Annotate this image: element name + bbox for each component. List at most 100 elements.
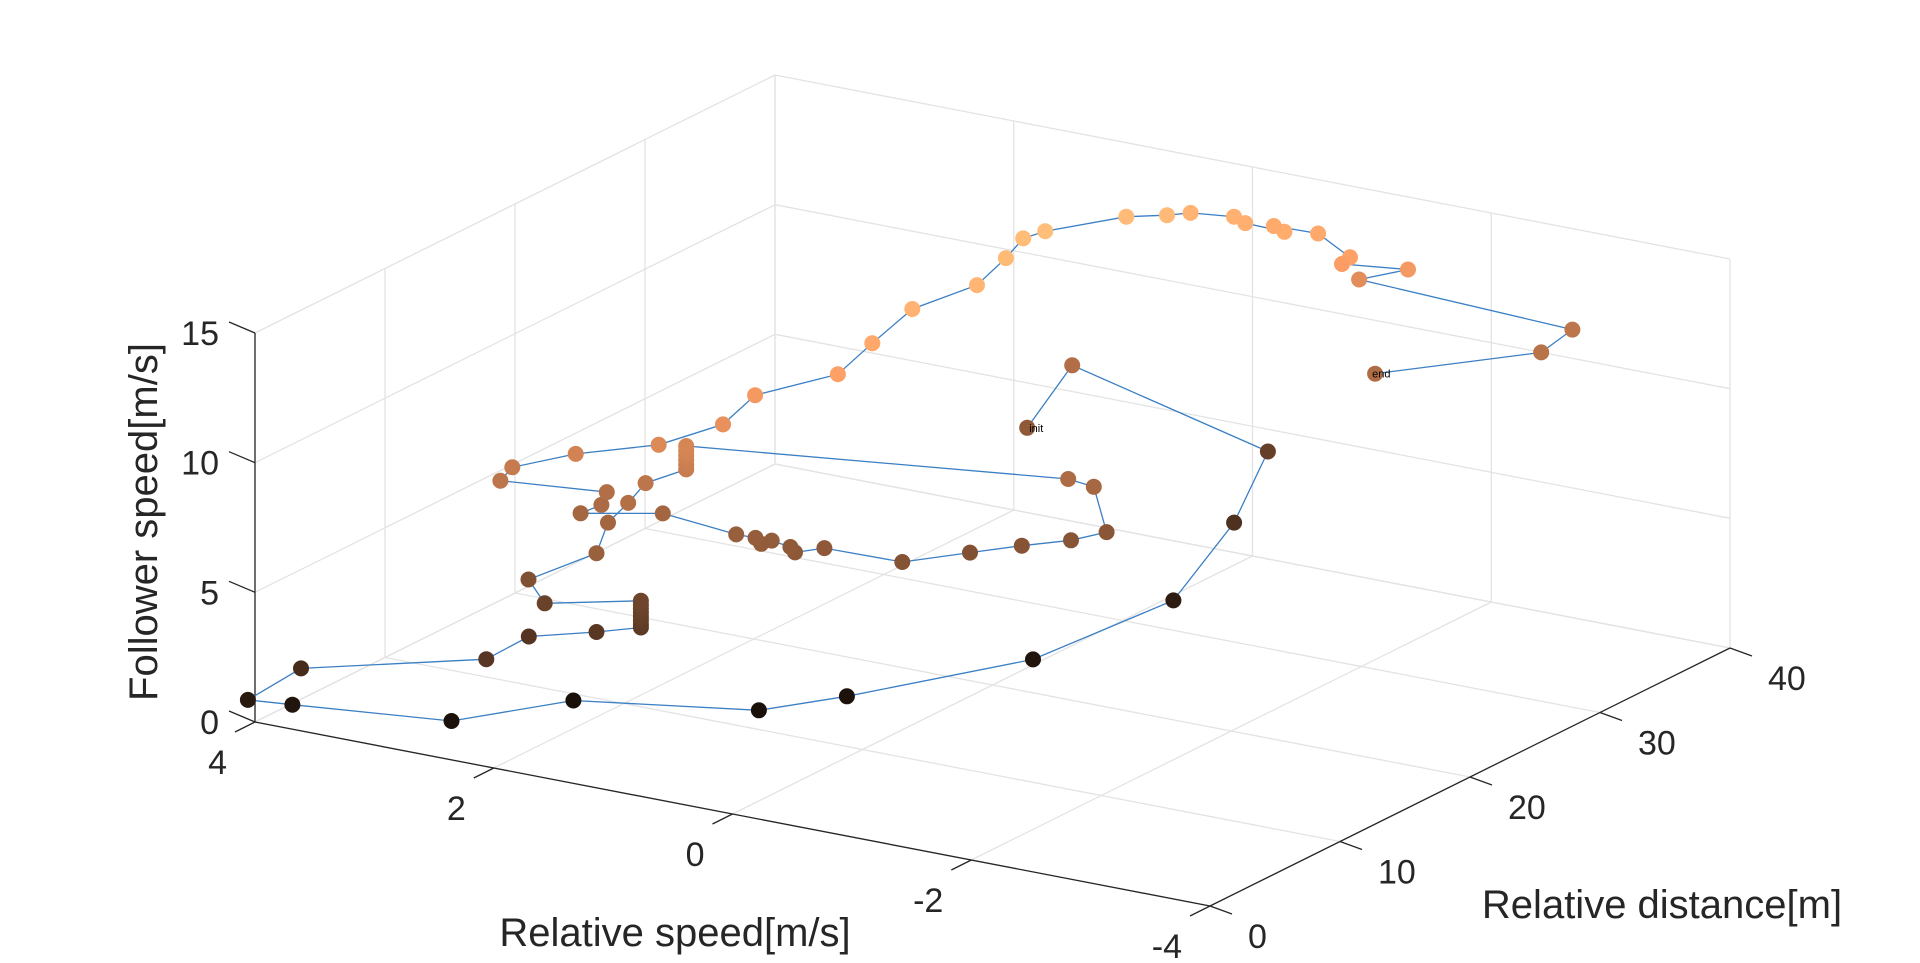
trajectory-point [520,628,537,645]
trajectory-point [1159,207,1175,224]
trajectory-point [747,387,764,404]
trajectory-point [478,651,495,668]
y-tick-mark [1209,905,1233,915]
trajectory-point [443,713,460,729]
trajectory-point [904,301,921,317]
trajectory-point [572,505,589,522]
y-tick-label: 20 [1508,789,1546,827]
trajectory-point [284,696,301,713]
annotation-layer: init end [1029,369,1390,435]
trajectory-point [1564,321,1581,338]
trajectory-point [637,475,654,492]
trajectory-point [1265,218,1282,234]
trajectory-point [969,277,985,294]
trajectory-point [715,416,731,433]
y-tick-label: 40 [1768,660,1806,698]
floor-gridline [644,527,1601,714]
axis-layer [228,321,1753,917]
trajectory-point [997,250,1014,267]
annotation-end: end [1372,369,1390,381]
trajectory-point [620,494,637,511]
trajectory-point [1165,592,1182,609]
side-wall-gridline [254,74,776,334]
trajectory-point [1063,532,1079,549]
trajectory-point [598,484,615,501]
trajectory-point [962,544,978,561]
trajectory-point [654,505,671,522]
trajectory-point [1226,514,1243,531]
y-tick-mark [1339,840,1363,851]
x-tick-mark [951,859,972,871]
trajectory-point [1064,357,1081,374]
trajectory-point [1019,419,1036,436]
trajectory-point [838,688,855,705]
grid-layer [254,74,1731,907]
x-tick-mark [473,767,495,779]
back-wall-gridline [774,333,1731,519]
trajectory-point [864,335,881,352]
back-wall-gridline [774,463,1731,649]
y-tick-mark [1729,647,1753,657]
trajectory-point [1025,651,1041,668]
trajectory-point [536,595,553,612]
z-axis-title: Follower speed[m/s] [122,343,166,701]
y-tick-label: 0 [1248,918,1267,956]
trajectory-point [1015,230,1032,247]
x-tick-label: -4 [1152,928,1182,963]
label-layer: 4 2 0 -2 -4 0 10 20 30 40 0 5 10 15 Rela… [122,315,1842,963]
trajectory-point [293,660,309,677]
trajectory-point [829,366,846,383]
z-tick-label: 15 [181,315,219,353]
x-tick-label: -2 [913,882,943,920]
trajectory-point [1400,261,1416,278]
trajectory-point [567,445,584,462]
trajectory-point [588,624,605,640]
trajectory-point [492,472,509,489]
trajectory-point [593,496,610,513]
x-tick-label: 2 [447,790,466,828]
trajectory-point [1533,344,1550,361]
trajectory-point [750,702,767,719]
trajectory-point [1098,524,1115,541]
trajectory-point [588,545,605,562]
y-tick-label: 10 [1378,854,1416,892]
z-tick-mark [228,321,256,334]
trajectory-point [1351,271,1368,288]
trajectory-point [1118,208,1135,225]
annotation-start: init [1029,423,1043,435]
floor-gridline [384,656,1341,843]
x-tick-label: 4 [208,744,227,782]
y-axis-title: Relative distance[m] [1482,883,1842,927]
trajectory-point [1259,443,1276,460]
x-tick-mark [234,721,256,733]
x-tick-mark [712,813,733,825]
trajectory-point [1237,215,1254,232]
trajectory-point [565,692,582,709]
z-tick-mark [228,580,256,593]
trajectory-point [1013,537,1030,554]
z-tick-label: 0 [200,704,219,742]
trajectory-point [782,539,799,555]
trajectory-point [632,592,649,609]
floor-gridline [514,592,1471,778]
trajectory-point [1037,223,1054,240]
trajectory-point [650,436,667,453]
trajectory-point [728,526,745,543]
trajectory-point [1310,225,1327,242]
x-axis-title: Relative speed[m/s] [499,911,850,955]
trajectory-point [1085,478,1102,495]
y-tick-label: 30 [1638,725,1676,763]
trajectory-line-layer [245,212,1574,722]
trajectory-point [894,554,911,570]
y-tick-mark [1599,711,1623,722]
trajectory-point [1367,365,1384,382]
x-tick-mark [1189,905,1211,917]
trajectory-point [816,540,833,557]
trajectory-point [747,529,764,546]
trajectory-point [520,571,537,588]
side-wall-gridline [254,204,776,464]
trajectory-line [245,212,1574,722]
side-wall-gridline [254,463,776,723]
z-tick-label: 5 [200,574,219,612]
